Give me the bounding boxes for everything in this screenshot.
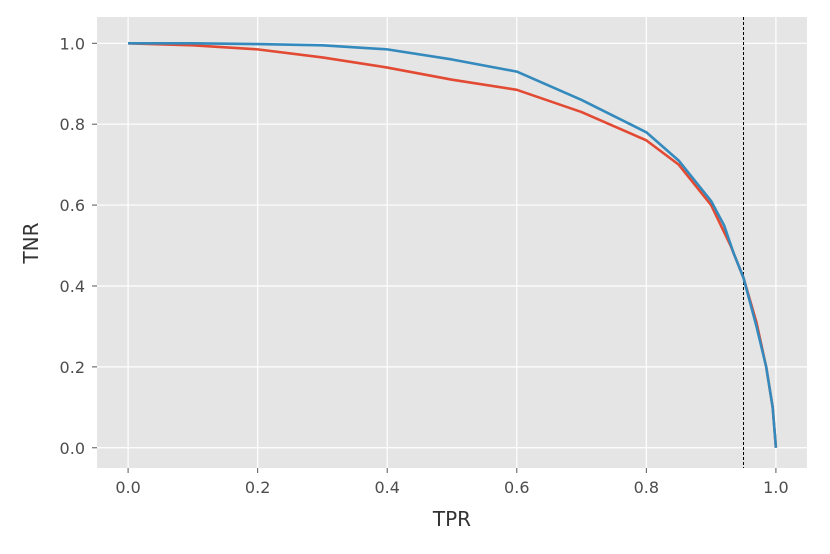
y-tick-label: 0.4 <box>60 277 85 296</box>
x-tick-label: 0.6 <box>504 478 529 497</box>
x-axis-label: TPR <box>432 507 471 531</box>
series-line-2 <box>128 41 778 448</box>
x-tick-label: 0.8 <box>634 478 659 497</box>
x-tick-label: 0.2 <box>245 478 270 497</box>
y-tick-label: 0.2 <box>60 358 85 377</box>
x-axis-ticks: 0.0 0.2 0.4 0.6 0.8 1.0 <box>115 468 789 497</box>
y-tick-label: 0.8 <box>60 115 85 134</box>
series-lines <box>128 41 778 448</box>
y-axis-ticks: 0.0 0.2 0.4 0.6 0.8 1.0 <box>60 34 97 458</box>
plot-area <box>97 17 807 468</box>
x-tick-label: 1.0 <box>763 478 788 497</box>
x-tick-label: 0.4 <box>374 478 399 497</box>
y-tick-label: 0.0 <box>60 439 85 458</box>
x-tick-label: 0.0 <box>115 478 140 497</box>
y-tick-label: 1.0 <box>60 34 85 53</box>
y-axis-label: TNR <box>19 222 43 264</box>
y-tick-label: 0.6 <box>60 196 85 215</box>
